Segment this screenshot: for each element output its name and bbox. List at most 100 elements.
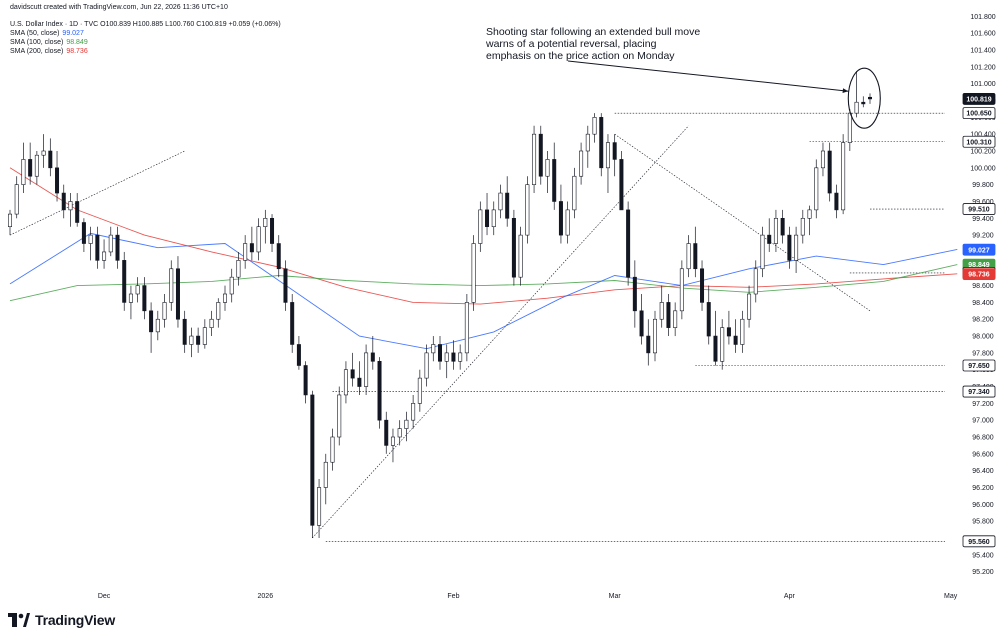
x-tick-label: May: [944, 593, 958, 600]
candle: [599, 113, 604, 177]
candle-body: [41, 150, 46, 156]
candle: [471, 235, 476, 311]
candle: [390, 428, 395, 463]
candle: [841, 134, 846, 215]
candle-body: [679, 268, 684, 312]
sma-50-value: 99.027: [62, 30, 84, 37]
candle: [612, 134, 617, 177]
x-tick-label: Dec: [98, 593, 111, 600]
candle-body: [404, 419, 409, 429]
candle: [364, 344, 369, 395]
price-tag: 99.510: [962, 203, 996, 215]
y-tick-label: 95.200: [972, 569, 994, 576]
candle: [296, 336, 301, 370]
candle-body: [149, 310, 154, 333]
chart-credit: davidscutt created with TradingView.com,…: [10, 4, 228, 11]
candle-body: [545, 159, 550, 177]
candle-body: [169, 268, 174, 303]
candle-body: [182, 318, 187, 345]
candle-body: [48, 150, 53, 169]
candle: [417, 369, 422, 412]
candle-body: [209, 318, 214, 328]
y-tick-label: 96.800: [972, 435, 994, 442]
candle: [679, 260, 684, 320]
candle: [216, 298, 221, 328]
candle-body: [102, 251, 107, 261]
candle: [834, 184, 839, 219]
candle: [276, 235, 281, 278]
candle-body: [370, 352, 375, 362]
candle-body: [760, 234, 765, 270]
candle: [135, 277, 140, 303]
candle: [249, 226, 254, 261]
candle-body: [377, 360, 382, 421]
candle-body: [189, 335, 194, 345]
candle: [149, 302, 154, 353]
candle: [357, 361, 362, 395]
candle-body: [713, 335, 718, 362]
candle: [68, 193, 73, 227]
candle-body: [619, 159, 624, 211]
candle-body: [390, 436, 395, 446]
candle-body: [276, 243, 281, 270]
candle-body: [115, 234, 120, 261]
x-tick-label: 2026: [258, 593, 274, 600]
candle-body: [464, 302, 469, 354]
candle-body: [700, 268, 705, 303]
candle-body: [142, 285, 147, 312]
price-tag: 98.736: [962, 268, 996, 281]
candle-body: [626, 209, 631, 278]
candle-body: [666, 302, 671, 328]
candle: [283, 260, 288, 311]
candle-body: [175, 268, 180, 320]
candle: [8, 209, 13, 236]
candle-body: [814, 167, 819, 211]
sma-50-legend[interactable]: SMA (50, close) 99.027: [10, 29, 84, 38]
candle: [229, 268, 234, 303]
candle-body: [108, 234, 113, 253]
candle: [686, 235, 691, 278]
candle-body: [861, 101, 866, 105]
price-tag-box: [962, 243, 996, 256]
y-tick-label: 96.200: [972, 485, 994, 492]
candle: [773, 209, 778, 252]
candle-body: [720, 327, 725, 362]
price-tag-value: 99.027: [968, 247, 990, 254]
candle: [458, 344, 463, 370]
moving-averages: [9, 167, 958, 350]
candle: [95, 226, 100, 269]
candle: [317, 479, 322, 538]
candle-body: [343, 369, 348, 396]
candle: [397, 420, 402, 446]
tradingview-brand[interactable]: TradingView: [8, 609, 115, 631]
candle-body: [330, 436, 335, 463]
candle-body: [357, 377, 362, 387]
sma-50-label: SMA (50, close): [10, 30, 60, 37]
candle: [592, 113, 597, 143]
candle: [619, 151, 624, 211]
candle: [175, 256, 180, 328]
candle: [431, 336, 436, 362]
y-tick-label: 97.200: [972, 401, 994, 408]
candle-body: [21, 159, 26, 185]
candle-body: [854, 101, 859, 114]
sma-200-legend[interactable]: SMA (200, close) 98.736: [10, 47, 88, 56]
candle: [726, 310, 731, 345]
candle: [760, 226, 765, 278]
candle-body: [337, 394, 342, 438]
candle-body: [693, 243, 698, 270]
candle: [14, 176, 19, 219]
candle-body: [505, 192, 510, 219]
candle: [404, 411, 409, 442]
candle: [81, 218, 86, 252]
candle: [861, 96, 866, 108]
candle-body: [511, 217, 516, 278]
y-tick-label: 97.000: [972, 418, 994, 425]
price-tag-box: [962, 203, 996, 215]
sma-100-legend[interactable]: SMA (100, close) 98.849: [10, 38, 88, 47]
candle: [639, 294, 644, 345]
candle-body: [841, 142, 846, 211]
candle-body: [14, 184, 19, 215]
candle-body: [296, 344, 301, 366]
